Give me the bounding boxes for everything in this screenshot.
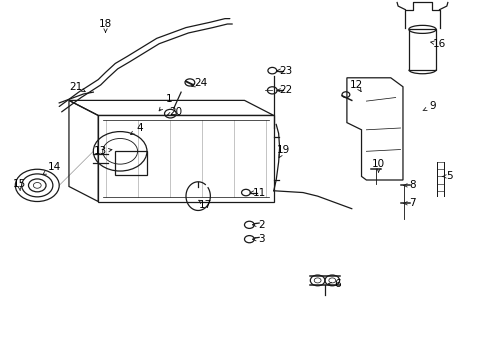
Text: 7: 7 [408, 198, 415, 208]
Text: 9: 9 [428, 102, 435, 112]
Text: 24: 24 [194, 78, 207, 88]
Text: 6: 6 [333, 279, 340, 289]
Text: 13: 13 [94, 146, 107, 156]
Text: 2: 2 [258, 220, 264, 230]
Text: 11: 11 [252, 188, 265, 198]
Text: 8: 8 [408, 180, 415, 190]
Text: 12: 12 [349, 80, 363, 90]
Bar [408, 30, 435, 70]
Text: 21: 21 [69, 82, 83, 92]
Text: 15: 15 [13, 179, 26, 189]
Text: 18: 18 [99, 19, 112, 29]
Text: 19: 19 [276, 144, 289, 154]
Text: 5: 5 [445, 171, 452, 181]
Text: 16: 16 [432, 39, 445, 49]
Text: 14: 14 [48, 162, 61, 172]
Text: 17: 17 [199, 200, 212, 210]
Text: 20: 20 [169, 107, 183, 117]
Text: 3: 3 [258, 234, 264, 244]
Text: 1: 1 [165, 94, 172, 104]
Bar [115, 151, 147, 175]
Text: 10: 10 [371, 159, 385, 169]
Text: 22: 22 [279, 85, 292, 95]
Text: 23: 23 [279, 66, 292, 76]
Text: 4: 4 [136, 123, 142, 133]
